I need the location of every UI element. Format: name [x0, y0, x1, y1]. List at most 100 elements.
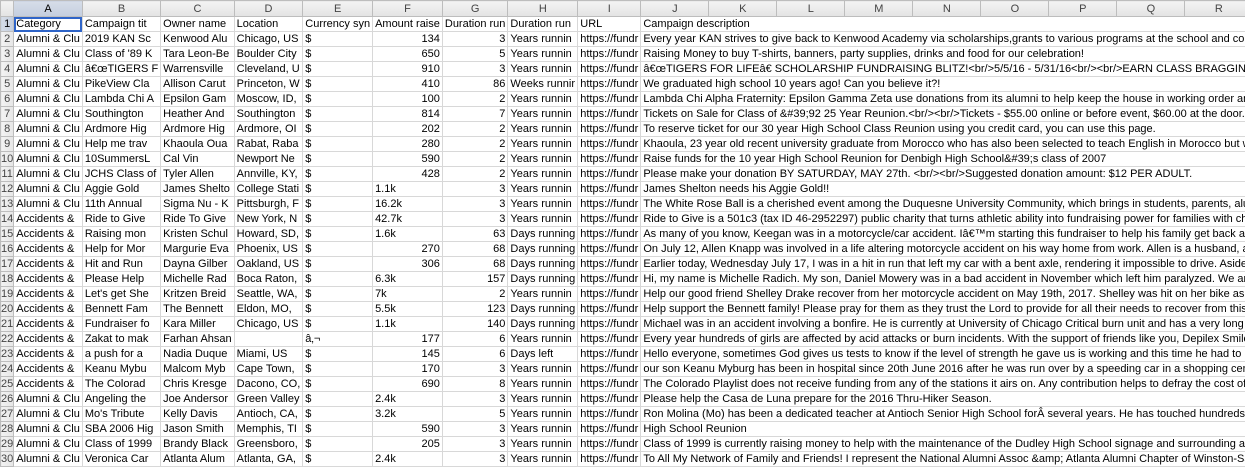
cell[interactable]: Atlanta, GA,	[233, 451, 304, 467]
cell[interactable]: Margurie Eva	[160, 241, 235, 257]
cell[interactable]: Veronica Car	[81, 451, 162, 467]
cell[interactable]: 910	[372, 61, 443, 77]
cell[interactable]: Help our good friend Shelley Drake recov…	[640, 286, 1245, 302]
cell[interactable]: Years runnin	[507, 106, 579, 122]
cell[interactable]: 2	[441, 286, 509, 302]
cell[interactable]: 3	[441, 361, 509, 377]
cell[interactable]: $	[302, 256, 374, 272]
cell[interactable]: https://fundr	[577, 76, 642, 92]
cell[interactable]: Every year hundreds of girls are affecte…	[640, 331, 1245, 347]
cell[interactable]: The Bennett	[160, 301, 235, 317]
cell[interactable]: Years runnin	[507, 286, 579, 302]
cell[interactable]: Alumni & Clu	[13, 151, 83, 167]
column-header-o[interactable]: O	[980, 0, 1050, 17]
cell[interactable]: Years runnin	[507, 46, 579, 62]
cell[interactable]: https://fundr	[577, 121, 642, 137]
cell[interactable]: 2	[441, 166, 509, 182]
cell[interactable]: Alumni & Clu	[13, 46, 83, 62]
cell[interactable]: Years runnin	[507, 136, 579, 152]
cell[interactable]: Years runnin	[507, 361, 579, 377]
row-header[interactable]: 4	[0, 61, 15, 77]
cell[interactable]: Years runnin	[507, 451, 579, 467]
cell[interactable]: 3	[441, 391, 509, 407]
cell[interactable]: Accidents &	[13, 331, 83, 347]
cell[interactable]: Accidents &	[13, 226, 83, 242]
cell[interactable]: https://fundr	[577, 241, 642, 257]
cell[interactable]: Raise funds for the 10 year High School …	[640, 151, 1245, 167]
row-header[interactable]: 13	[0, 196, 15, 212]
cell[interactable]: Raising mon	[81, 226, 162, 242]
cell[interactable]: $	[302, 316, 374, 332]
cell[interactable]: 140	[441, 316, 509, 332]
cell[interactable]: Class of '89 K	[81, 46, 162, 62]
row-header[interactable]: 20	[0, 301, 15, 317]
cell[interactable]: To reserve ticket for our 30 year High S…	[640, 121, 1245, 137]
cell[interactable]: 1.6k	[372, 226, 443, 242]
cell[interactable]: https://fundr	[577, 316, 642, 332]
cell[interactable]: Accidents &	[13, 286, 83, 302]
cell[interactable]: Years runnin	[507, 61, 579, 77]
cell[interactable]: $	[302, 91, 374, 107]
column-header-r[interactable]: R	[1184, 0, 1245, 17]
cell[interactable]: 3	[441, 451, 509, 467]
cell[interactable]: Years runnin	[507, 211, 579, 227]
cell[interactable]: Days running	[507, 301, 579, 317]
row-header[interactable]: 30	[0, 451, 15, 467]
column-header-j[interactable]: J	[640, 0, 710, 17]
cell[interactable]: Hit and Run	[81, 256, 162, 272]
cell[interactable]: 6	[441, 331, 509, 347]
cell[interactable]: $	[302, 421, 374, 437]
cell[interactable]: The Colorad	[81, 376, 162, 392]
cell[interactable]: 3	[441, 181, 509, 197]
cell[interactable]: Boulder City	[233, 46, 304, 62]
cell[interactable]: JCHS Class of	[81, 166, 162, 182]
cell[interactable]: $	[302, 31, 374, 47]
cell[interactable]: Class of 1999	[81, 436, 162, 452]
cell[interactable]: Tara Leon-Be	[160, 46, 235, 62]
cell[interactable]: https://fundr	[577, 181, 642, 197]
cell[interactable]: 2.4k	[372, 391, 443, 407]
cell[interactable]: 2019 KAN Sc	[81, 31, 162, 47]
cell[interactable]: https://fundr	[577, 166, 642, 182]
cell[interactable]: https://fundr	[577, 406, 642, 422]
cell[interactable]: 1.1k	[372, 181, 443, 197]
cell[interactable]: $	[302, 271, 374, 287]
row-header[interactable]: 9	[0, 136, 15, 152]
cell[interactable]: Years runnin	[507, 31, 579, 47]
cell[interactable]: Hello everyone, sometimes God gives us t…	[640, 346, 1245, 362]
cell[interactable]: a push for a	[81, 346, 162, 362]
row-header[interactable]: 18	[0, 271, 15, 287]
cell[interactable]: Phoenix, US	[233, 241, 304, 257]
column-header-h[interactable]: H	[507, 0, 579, 17]
column-header-i[interactable]: I	[577, 0, 642, 17]
cell[interactable]: â‚¬	[302, 331, 374, 347]
cell[interactable]: 6.3k	[372, 271, 443, 287]
cell[interactable]: $	[302, 346, 374, 362]
cell[interactable]: Accidents &	[13, 376, 83, 392]
cell[interactable]: Please Help	[81, 271, 162, 287]
cell[interactable]: 2	[441, 121, 509, 137]
cell[interactable]: Greensboro,	[233, 436, 304, 452]
cell[interactable]: 428	[372, 166, 443, 182]
cell[interactable]: Ardmore Hig	[81, 121, 162, 137]
row-header[interactable]: 29	[0, 436, 15, 452]
cell[interactable]: 5.5k	[372, 301, 443, 317]
cell[interactable]: 134	[372, 31, 443, 47]
cell[interactable]: Joe Andersor	[160, 391, 235, 407]
column-header-k[interactable]: K	[708, 0, 778, 17]
cell[interactable]: 8	[441, 376, 509, 392]
cell[interactable]: Alumni & Clu	[13, 76, 83, 92]
row-header[interactable]: 24	[0, 361, 15, 377]
row-header[interactable]: 12	[0, 181, 15, 197]
cell[interactable]: Khaoula Oua	[160, 136, 235, 152]
cell[interactable]: On July 12, Allen Knapp was involved in …	[640, 241, 1245, 257]
cell[interactable]: 590	[372, 421, 443, 437]
cell[interactable]: Eldon, MO,	[233, 301, 304, 317]
row-header[interactable]: 25	[0, 376, 15, 392]
cell[interactable]: Alumni & Clu	[13, 391, 83, 407]
cell[interactable]: Days running	[507, 226, 579, 242]
cell[interactable]: Kelly Davis	[160, 406, 235, 422]
column-header-p[interactable]: P	[1048, 0, 1118, 17]
cell[interactable]: Days left	[507, 346, 579, 362]
cell[interactable]: Accidents &	[13, 301, 83, 317]
